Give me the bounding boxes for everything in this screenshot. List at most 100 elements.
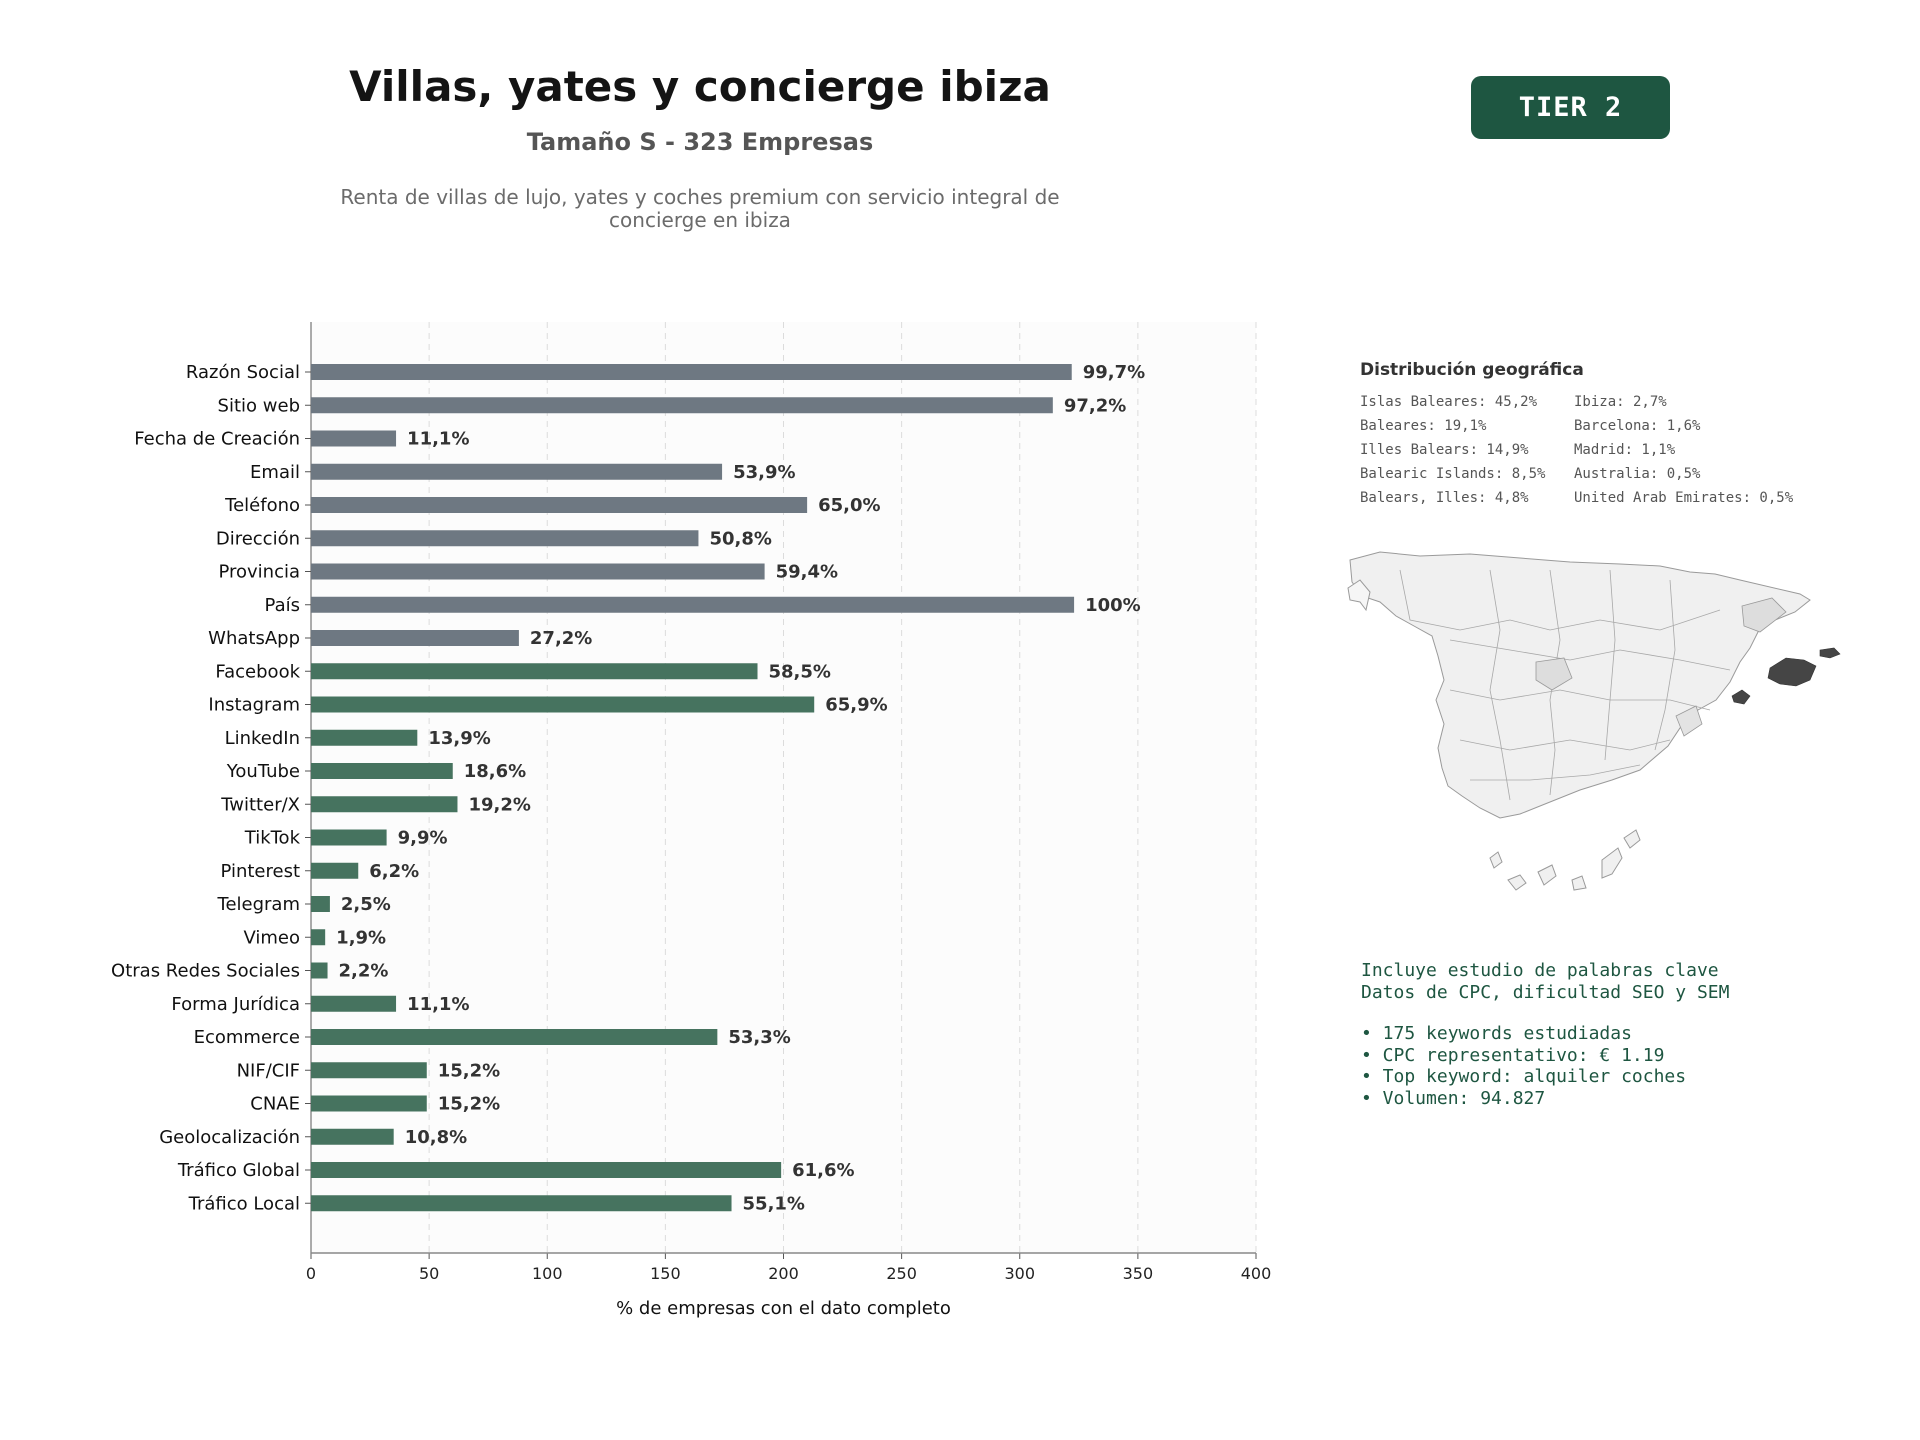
value-label: 13,9% <box>428 728 490 749</box>
bar <box>311 1029 718 1045</box>
bar <box>311 663 758 680</box>
x-tick-label: 350 <box>1123 1264 1154 1283</box>
x-tick-label: 250 <box>886 1264 917 1283</box>
menorca <box>1819 647 1841 659</box>
balearic-islands <box>1731 647 1841 705</box>
geo-title: Distribución geográfica <box>1360 360 1584 380</box>
highlight-barcelona <box>1741 597 1787 633</box>
category-label: NIF/CIF <box>237 1060 300 1081</box>
category-label: Forma Jurídica <box>171 994 300 1015</box>
category-label: Facebook <box>215 661 300 682</box>
category-label: Sitio web <box>218 395 300 416</box>
highlight-madrid <box>1535 657 1573 691</box>
keywords-line: Incluye estudio de palabras clave <box>1361 960 1719 981</box>
x-axis-label: % de empresas con el dato completo <box>616 1298 951 1319</box>
keywords-bullet: • CPC representativo: € 1.19 <box>1361 1044 1665 1066</box>
category-label: Fecha de Creación <box>134 429 300 450</box>
highlight-alicante <box>1675 705 1703 737</box>
value-label: 11,1% <box>407 994 469 1015</box>
geo-entry: United Arab Emirates: 0,5% <box>1574 490 1794 506</box>
keywords-bullet: • 175 keywords estudiadas <box>1361 1023 1632 1044</box>
bar <box>311 430 397 447</box>
bar <box>311 1095 427 1112</box>
geo-entry: Ibiza: 2,7% <box>1574 394 1667 410</box>
canary-island <box>1537 864 1557 886</box>
geo-entry: Australia: 0,5% <box>1574 466 1701 482</box>
x-tick-label: 50 <box>419 1264 439 1283</box>
bar-chart: 0 50 100 150 200 250 300 350 400 Razón Social 99,7… <box>111 322 1271 1319</box>
value-label: 97,2% <box>1064 395 1126 416</box>
bar <box>311 1128 394 1145</box>
keywords-line: Datos de CPC, dificultad SEO y SEM <box>1361 981 1730 1003</box>
canary-island <box>1489 851 1503 869</box>
category-label: TikTok <box>244 828 301 849</box>
bar <box>311 896 330 912</box>
ibiza <box>1731 689 1751 705</box>
bar <box>311 1162 782 1178</box>
canary-island <box>1601 847 1623 879</box>
value-label: 65,9% <box>825 695 887 716</box>
value-label: 15,2% <box>438 1094 500 1115</box>
geo-entry: Madrid: 1,1% <box>1574 442 1676 458</box>
category-label: Vimeo <box>243 927 300 948</box>
bar <box>311 630 519 646</box>
x-tick-label: 100 <box>532 1264 563 1283</box>
value-label: 53,9% <box>733 462 795 483</box>
value-label: 18,6% <box>464 761 526 782</box>
geo-entry: Barcelona: 1,6% <box>1574 418 1701 434</box>
value-label: 50,8% <box>709 528 771 549</box>
category-label: Tráfico Global <box>177 1160 300 1181</box>
value-label: 2,5% <box>341 894 391 915</box>
bar <box>311 995 397 1012</box>
geo-distribution-panel: Distribución geográfica Islas Baleares: … <box>1360 360 1880 506</box>
geo-entry: Islas Baleares: 45,2% <box>1360 394 1538 410</box>
geo-entry: Illes Balears: 14,9% <box>1360 442 1529 458</box>
bar <box>311 696 815 713</box>
portugal-outline <box>1347 579 1371 612</box>
value-label: 19,2% <box>468 794 530 815</box>
page-subtitle: Tamaño S - 323 Empresas <box>526 128 874 156</box>
value-label: 53,3% <box>728 1027 790 1048</box>
category-label: Email <box>250 462 300 483</box>
bar <box>311 364 1072 380</box>
x-tick-label: 150 <box>650 1264 681 1283</box>
keywords-bullet: • Top keyword: alquiler coches <box>1361 1066 1687 1087</box>
bar <box>311 763 453 779</box>
bar <box>311 563 765 580</box>
category-label: País <box>265 595 300 616</box>
category-label: Twitter/X <box>220 794 300 815</box>
category-label: Provincia <box>218 562 300 583</box>
x-tick-label: 200 <box>768 1264 799 1283</box>
x-tick-label: 0 <box>306 1264 316 1283</box>
x-tick-label: 300 <box>1004 1264 1035 1283</box>
bar <box>311 596 1075 613</box>
spain-mainland <box>1349 551 1811 819</box>
category-label: Dirección <box>216 528 300 549</box>
bar <box>311 497 808 513</box>
category-label: Geolocalización <box>159 1127 300 1148</box>
value-label: 15,2% <box>438 1060 500 1081</box>
value-label: 99,7% <box>1083 362 1145 383</box>
bar <box>311 530 699 547</box>
category-label: YouTube <box>226 761 300 782</box>
category-label: Pinterest <box>220 861 300 882</box>
value-label: 65,0% <box>818 495 880 516</box>
value-label: 59,4% <box>776 562 838 583</box>
category-label: Ecommerce <box>194 1027 300 1048</box>
canary-island <box>1507 874 1527 891</box>
category-label: CNAE <box>250 1094 300 1115</box>
value-label: 10,8% <box>405 1127 467 1148</box>
canary-island <box>1623 829 1641 849</box>
bar <box>311 729 418 746</box>
keywords-panel: Incluye estudio de palabras clave Datos … <box>1361 960 1881 1109</box>
bar <box>311 929 326 946</box>
value-label: 58,5% <box>769 661 831 682</box>
value-label: 9,9% <box>398 828 448 849</box>
category-label: Otras Redes Sociales <box>111 961 300 982</box>
category-label: Instagram <box>208 695 300 716</box>
bar <box>311 796 458 813</box>
bar <box>311 829 387 846</box>
category-label: Razón Social <box>186 362 300 383</box>
bar <box>311 862 359 879</box>
value-label: 55,1% <box>743 1193 805 1214</box>
